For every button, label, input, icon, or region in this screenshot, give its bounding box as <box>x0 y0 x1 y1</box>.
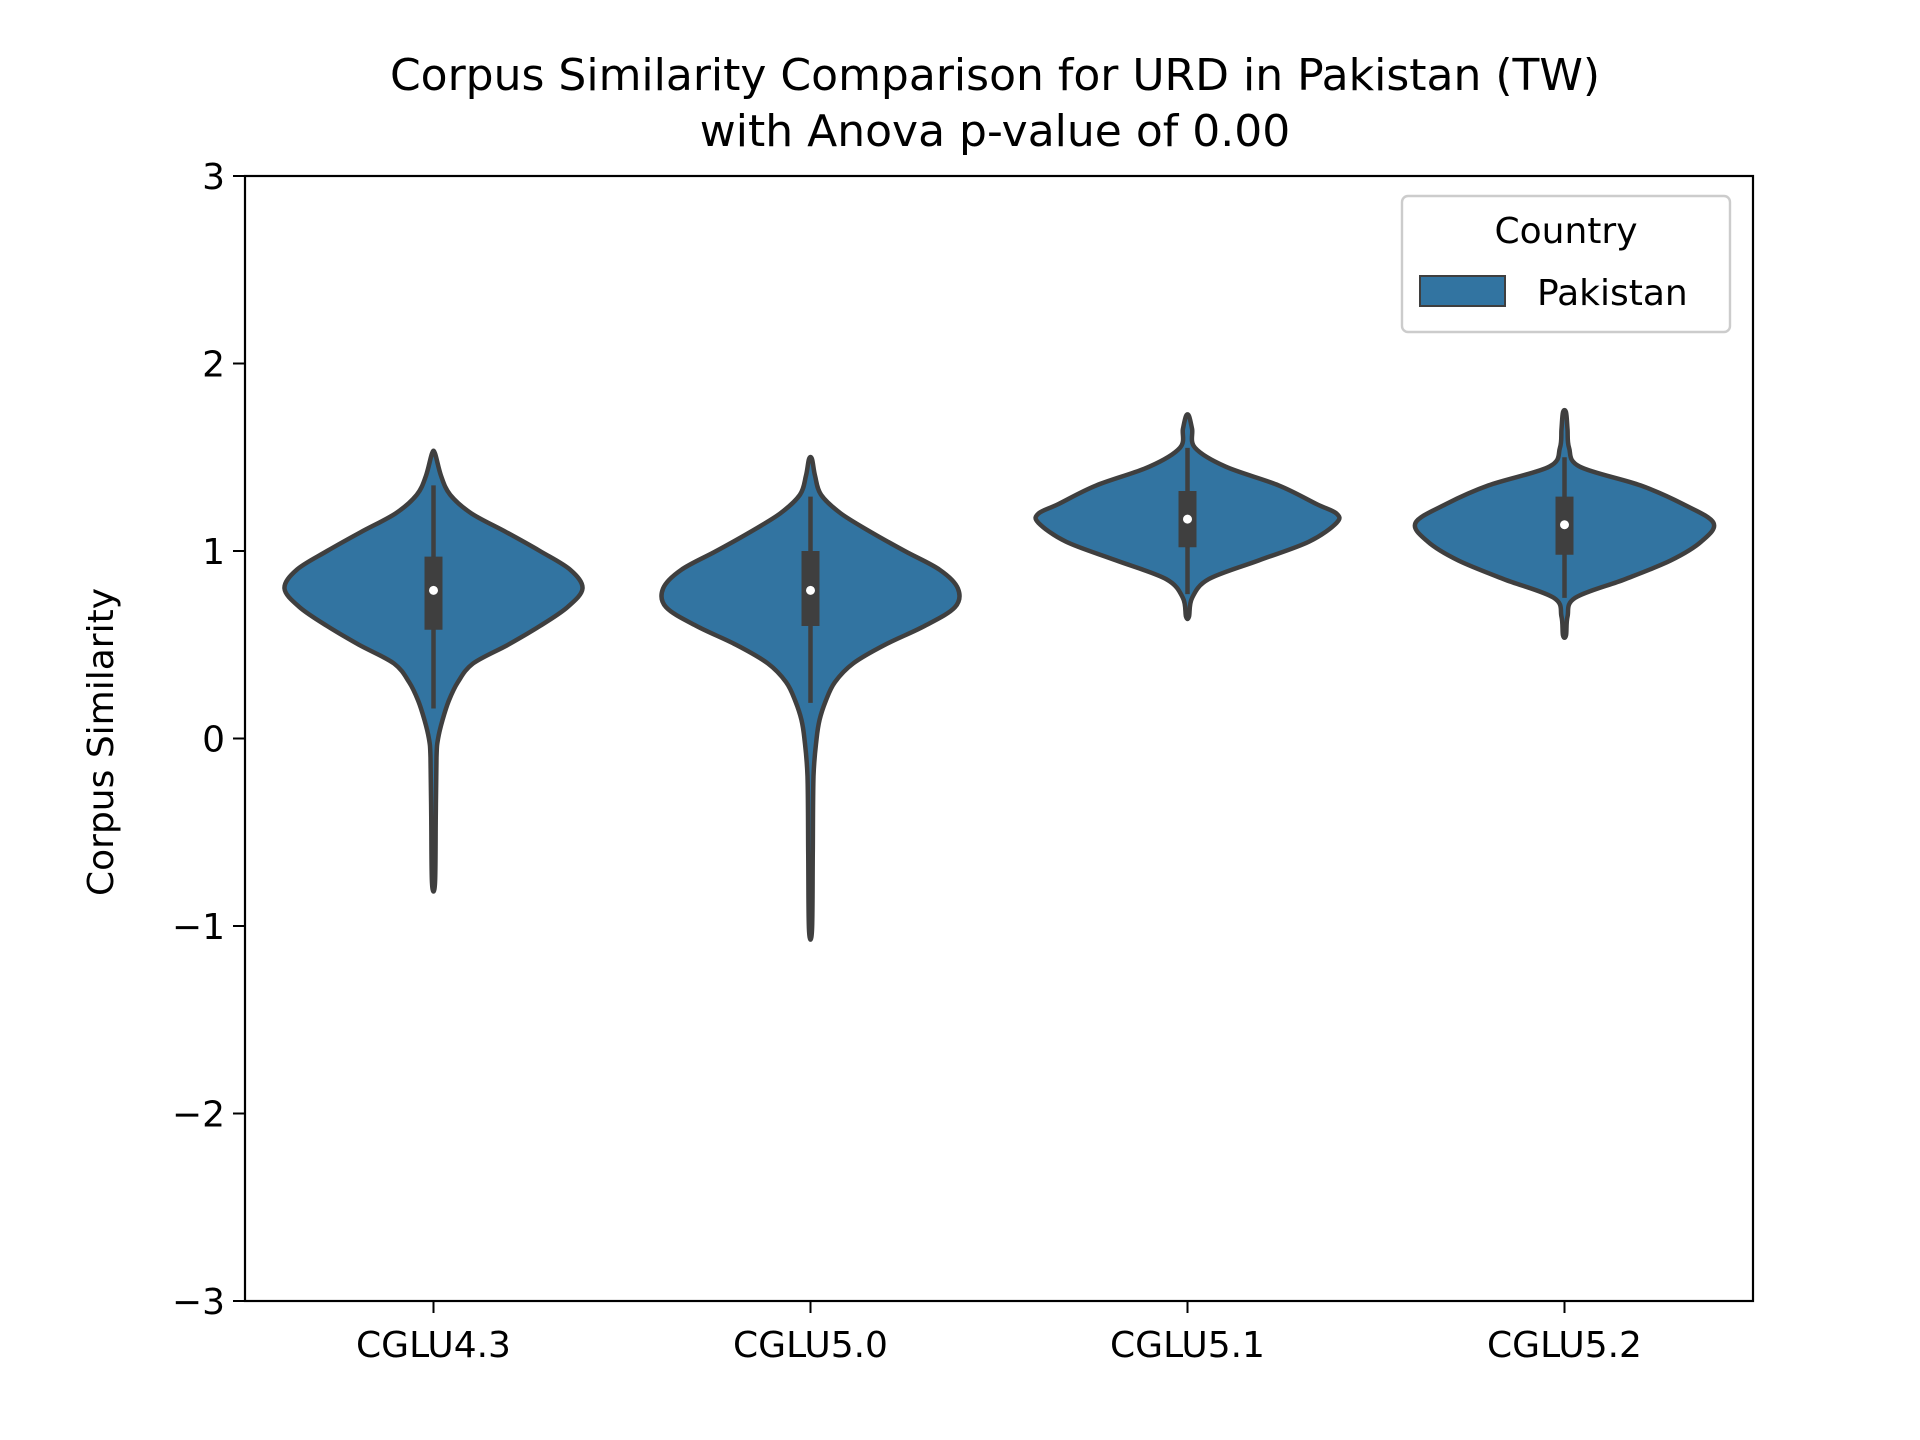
legend-swatch <box>1419 275 1506 307</box>
plot-frame <box>243 174 1755 1303</box>
y-tick-label-5: −2 <box>172 1095 225 1136</box>
x-tick-label-2: CGLU5.1 <box>1110 1325 1265 1366</box>
legend: Country Pakistan <box>1400 194 1732 334</box>
y-tick-label-6: −3 <box>172 1282 225 1323</box>
x-tick-label-3: CGLU5.2 <box>1487 1325 1642 1366</box>
y-tick-label-0: 3 <box>202 157 225 198</box>
median-CGLU5.2 <box>1560 520 1569 530</box>
y-tick-label-4: −1 <box>172 907 225 948</box>
y-axis-ticks: 3 2 1 0 −1 −2 −3 <box>172 157 245 1323</box>
legend-entry-pakistan: Pakistan <box>1537 273 1688 314</box>
x-tick-label-1: CGLU5.0 <box>733 1325 888 1366</box>
median-CGLU4.3 <box>429 585 438 595</box>
y-tick-label-1: 2 <box>202 345 225 386</box>
x-axis-ticks: CGLU4.3 CGLU5.0 CGLU5.1 CGLU5.2 <box>356 1301 1642 1366</box>
y-tick-label-2: 1 <box>202 532 225 573</box>
median-CGLU5.0 <box>806 585 815 595</box>
violins-group <box>282 407 1717 942</box>
median-CGLU5.1 <box>1183 514 1192 524</box>
y-axis-label: Corpus Similarity <box>81 588 122 896</box>
legend-title: Country <box>1494 211 1637 252</box>
y-tick-label-3: 0 <box>202 720 225 761</box>
chart-title: Corpus Similarity Comparison for URD in … <box>390 50 1600 101</box>
chart-subtitle: with Anova p-value of 0.00 <box>700 106 1290 157</box>
x-tick-label-0: CGLU4.3 <box>356 1325 511 1366</box>
